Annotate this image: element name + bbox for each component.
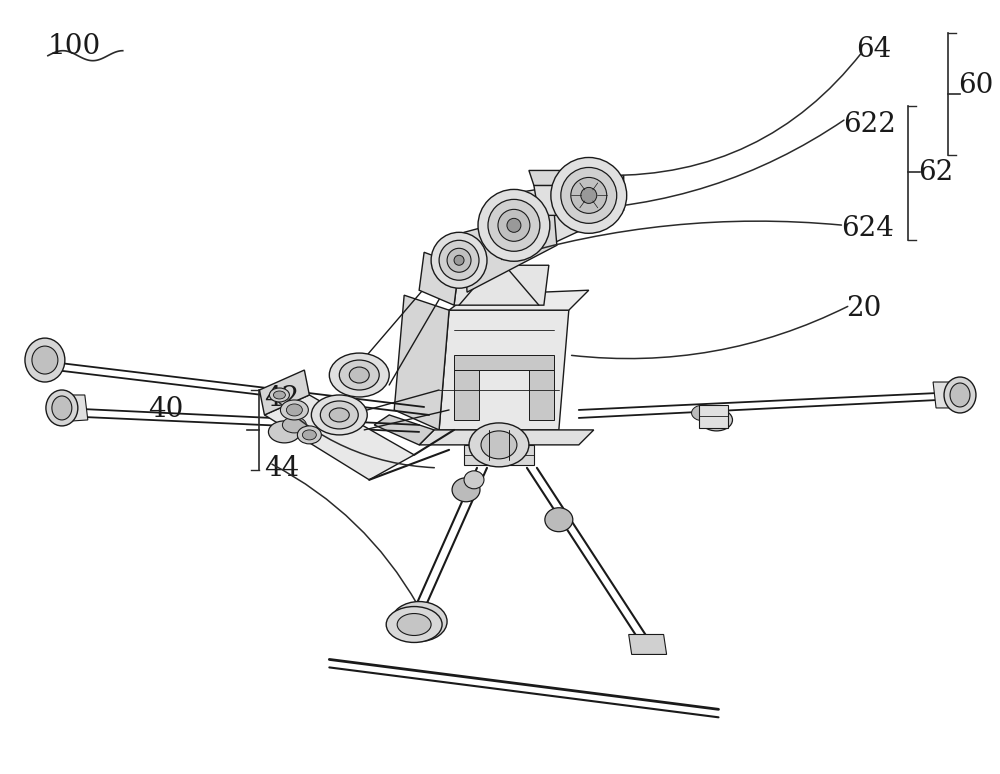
- Polygon shape: [55, 395, 88, 422]
- Text: 100: 100: [48, 33, 101, 60]
- Text: 44: 44: [264, 455, 300, 482]
- Ellipse shape: [469, 423, 529, 467]
- Ellipse shape: [439, 240, 479, 280]
- Ellipse shape: [286, 404, 302, 416]
- Text: 42: 42: [264, 385, 300, 412]
- Ellipse shape: [280, 400, 308, 420]
- Text: 62: 62: [918, 159, 953, 186]
- Polygon shape: [464, 208, 557, 293]
- Ellipse shape: [944, 377, 976, 413]
- Ellipse shape: [25, 338, 65, 382]
- Polygon shape: [264, 395, 414, 480]
- Polygon shape: [629, 635, 667, 655]
- Ellipse shape: [339, 360, 379, 390]
- Ellipse shape: [464, 471, 484, 489]
- Ellipse shape: [302, 430, 316, 440]
- Ellipse shape: [488, 200, 540, 252]
- Ellipse shape: [329, 353, 389, 397]
- Polygon shape: [259, 370, 309, 415]
- Ellipse shape: [431, 232, 487, 288]
- Polygon shape: [519, 176, 624, 259]
- Ellipse shape: [452, 478, 480, 502]
- Ellipse shape: [32, 346, 58, 374]
- Ellipse shape: [297, 426, 321, 444]
- Ellipse shape: [692, 405, 716, 421]
- Polygon shape: [419, 252, 459, 305]
- Ellipse shape: [311, 395, 367, 435]
- Ellipse shape: [386, 607, 442, 642]
- Ellipse shape: [349, 367, 369, 383]
- Polygon shape: [454, 355, 554, 370]
- Ellipse shape: [561, 167, 617, 224]
- Polygon shape: [394, 295, 449, 430]
- Polygon shape: [449, 290, 589, 310]
- Polygon shape: [933, 382, 966, 408]
- Ellipse shape: [545, 508, 573, 532]
- Ellipse shape: [454, 255, 464, 265]
- Ellipse shape: [329, 408, 349, 422]
- Ellipse shape: [391, 601, 447, 642]
- Ellipse shape: [320, 401, 358, 429]
- Ellipse shape: [52, 396, 72, 420]
- Ellipse shape: [481, 431, 517, 459]
- Ellipse shape: [701, 409, 732, 431]
- Polygon shape: [464, 445, 534, 465]
- Text: 624: 624: [841, 215, 894, 242]
- Text: 64: 64: [856, 36, 891, 63]
- Ellipse shape: [282, 417, 306, 433]
- Ellipse shape: [507, 218, 521, 232]
- Polygon shape: [374, 415, 434, 445]
- Ellipse shape: [410, 615, 428, 628]
- Ellipse shape: [397, 614, 431, 635]
- Ellipse shape: [478, 190, 550, 262]
- Ellipse shape: [273, 391, 285, 399]
- Polygon shape: [439, 310, 569, 430]
- Polygon shape: [699, 405, 728, 428]
- Polygon shape: [454, 265, 549, 305]
- Polygon shape: [529, 370, 554, 420]
- Ellipse shape: [551, 157, 627, 233]
- Ellipse shape: [950, 383, 970, 407]
- Ellipse shape: [447, 248, 471, 272]
- Ellipse shape: [581, 187, 597, 204]
- Ellipse shape: [269, 388, 289, 402]
- Polygon shape: [529, 170, 614, 186]
- Ellipse shape: [498, 210, 530, 241]
- Text: 20: 20: [846, 295, 882, 322]
- Polygon shape: [419, 430, 594, 445]
- Polygon shape: [454, 370, 479, 420]
- Text: 622: 622: [843, 111, 896, 138]
- Ellipse shape: [401, 608, 437, 635]
- Text: 60: 60: [958, 72, 993, 99]
- Text: 40: 40: [148, 396, 183, 423]
- Ellipse shape: [268, 421, 300, 443]
- Ellipse shape: [46, 390, 78, 426]
- Polygon shape: [534, 186, 619, 215]
- Ellipse shape: [571, 177, 607, 214]
